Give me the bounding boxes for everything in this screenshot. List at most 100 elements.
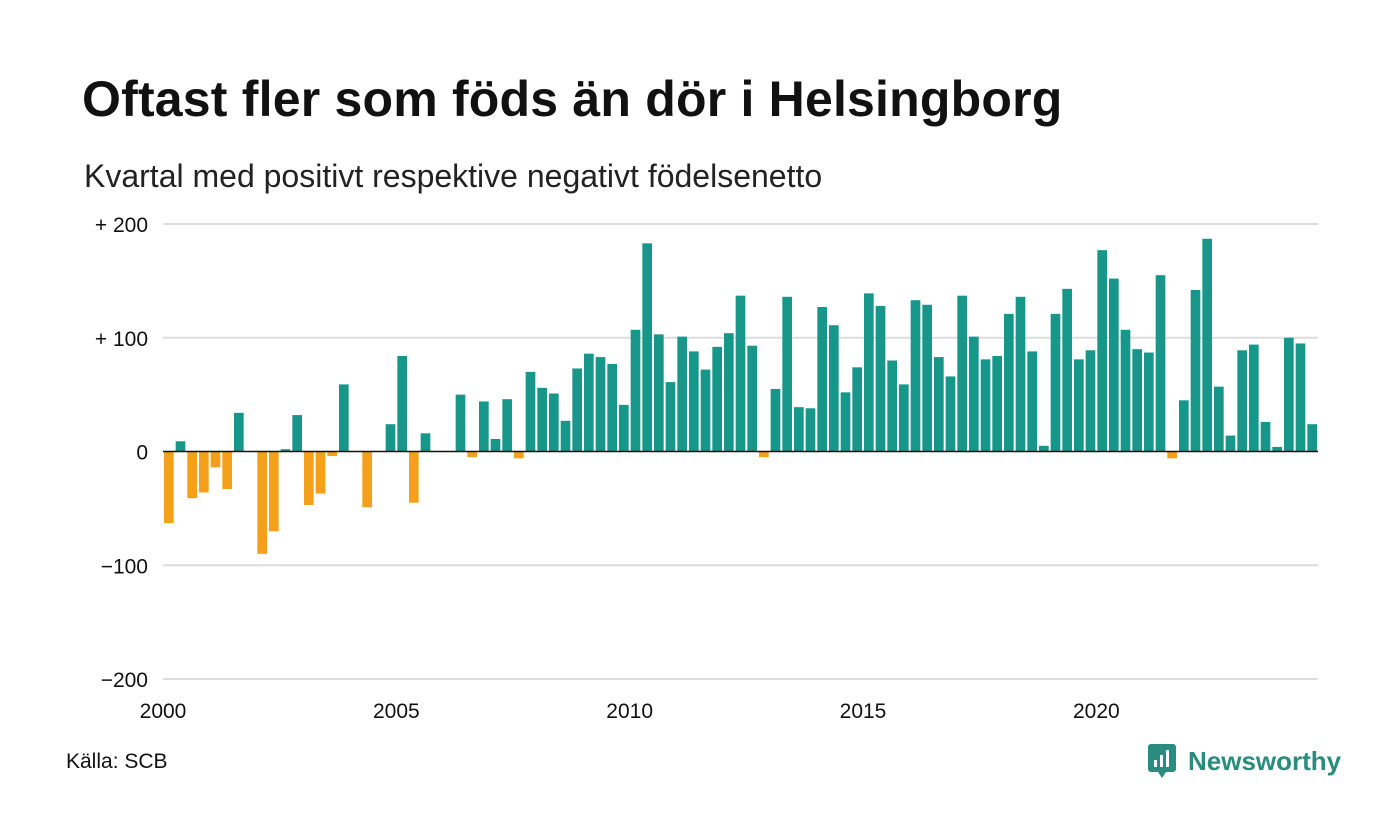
bar (910, 300, 921, 452)
bar (1237, 350, 1247, 452)
bar (397, 355, 407, 452)
bar (887, 360, 897, 452)
bar (339, 384, 349, 452)
bars (163, 238, 1318, 554)
bar (1295, 343, 1306, 452)
source-note: Källa: SCB (66, 750, 168, 773)
bar (1144, 352, 1154, 452)
bar (1272, 446, 1282, 452)
bar (362, 451, 372, 508)
bar (1202, 238, 1212, 452)
bar (1027, 351, 1037, 452)
bar (1074, 359, 1084, 452)
bar (817, 307, 827, 452)
bar (992, 355, 1002, 452)
x-tick-label: 2015 (840, 700, 887, 723)
bar (875, 305, 886, 452)
bar (630, 329, 641, 452)
bar (770, 388, 781, 452)
bar (549, 393, 559, 452)
bar (619, 404, 629, 452)
bar (1225, 435, 1236, 452)
bar (1249, 344, 1259, 452)
bar (1155, 275, 1166, 452)
chart-title: Oftast fler som föds än dör i Helsingbor… (82, 71, 1063, 127)
bar (829, 325, 839, 452)
bar (210, 451, 221, 468)
y-tick-label: + 200 (95, 214, 148, 237)
y-tick-label: −100 (101, 555, 148, 578)
bar (759, 451, 769, 458)
bar (1097, 250, 1107, 452)
bar (304, 451, 314, 505)
bar (1307, 424, 1317, 452)
bar (1214, 386, 1224, 452)
bar (175, 441, 186, 452)
bar (1004, 313, 1014, 452)
bar-chart: + 200 + 100 0 −100 −200 2000 2005 2010 2015 2020 (95, 214, 1318, 723)
bar (572, 368, 582, 452)
bar (945, 376, 956, 452)
bar (980, 359, 991, 452)
bar (537, 387, 547, 452)
bar (187, 451, 197, 499)
bar (642, 243, 652, 452)
bar (665, 382, 676, 452)
bar (840, 392, 851, 452)
bar (654, 334, 664, 452)
bar (1190, 289, 1201, 452)
x-tick-label: 2000 (140, 700, 187, 723)
newsworthy-logo-icon (1148, 744, 1176, 778)
bar (502, 399, 512, 452)
bar (782, 296, 792, 452)
y-tick-label: + 100 (95, 328, 148, 351)
bar (1260, 421, 1271, 452)
bar (420, 433, 431, 452)
bar (1284, 337, 1294, 452)
bar (280, 449, 291, 452)
bar (747, 345, 757, 452)
bar (852, 367, 862, 452)
bar (479, 401, 489, 452)
bar (385, 424, 396, 452)
y-tick-label: 0 (136, 442, 148, 465)
bar (899, 384, 909, 452)
bar (864, 293, 874, 452)
bar (584, 353, 594, 452)
bar (922, 304, 932, 452)
bar (467, 451, 477, 458)
bar (607, 363, 617, 452)
bar (712, 346, 722, 452)
bar (455, 394, 466, 452)
bar (805, 408, 816, 452)
bar (514, 451, 524, 459)
y-tick-label: −200 (101, 669, 148, 692)
bar (934, 357, 944, 452)
chart-subtitle: Kvartal med positivt respektive negativt… (84, 158, 823, 194)
bar (164, 451, 174, 524)
bar (315, 451, 326, 494)
bar (969, 336, 979, 452)
bar (1062, 288, 1072, 452)
bar (1167, 451, 1177, 459)
bar (1039, 445, 1049, 452)
x-tick-label: 2005 (373, 700, 420, 723)
bar (234, 412, 244, 452)
bar (735, 295, 746, 452)
bar (199, 451, 209, 493)
bar (794, 407, 804, 452)
bar (1132, 349, 1142, 452)
brand-name: Newsworthy (1188, 745, 1342, 776)
bar (327, 451, 337, 457)
bar (257, 451, 267, 554)
bar (1120, 329, 1131, 452)
bar (1179, 400, 1189, 452)
bar (700, 369, 711, 452)
bar (1050, 313, 1061, 452)
bar (525, 371, 536, 452)
brand-logo: Newsworthy (1148, 744, 1341, 778)
bar (677, 336, 687, 452)
x-tick-label: 2010 (606, 700, 653, 723)
bar (957, 295, 967, 452)
bar (1109, 278, 1119, 452)
